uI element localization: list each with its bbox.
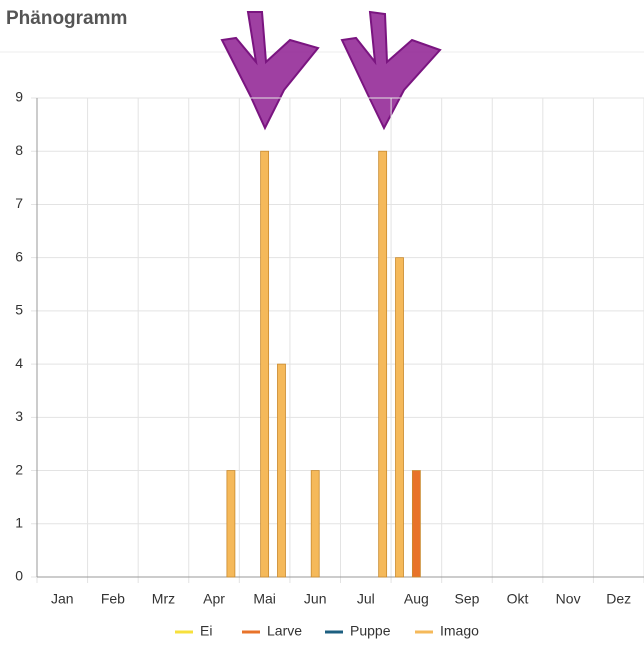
x-tick-label: Jul (357, 591, 375, 607)
x-tick-label: Aug (404, 591, 429, 607)
y-tick-label: 9 (15, 89, 23, 105)
y-tick-label: 1 (15, 514, 23, 530)
bar (379, 151, 387, 577)
y-tick-label: 5 (15, 302, 23, 318)
x-tick-label: Feb (101, 591, 125, 607)
chart: Phänogramm 0 1 2 3 4 5 6 7 8 9 Jan Feb Mrz Apr Mai Jun J… (0, 0, 644, 645)
decoration-arrows (222, 12, 440, 128)
legend-label: Ei (200, 623, 212, 639)
y-tick-label: 0 (15, 568, 23, 584)
bar (311, 471, 319, 577)
y-tick-label: 3 (15, 408, 23, 424)
y-tick-label: 2 (15, 461, 23, 477)
legend-label: Larve (267, 623, 302, 639)
y-tick-label: 6 (15, 248, 23, 264)
x-tick-label: Mai (253, 591, 276, 607)
bar (277, 364, 285, 577)
x-tick-label: Jun (304, 591, 327, 607)
x-tick-label: Dez (606, 591, 631, 607)
bar (396, 258, 404, 577)
bar (227, 471, 235, 577)
x-tick-label: Apr (203, 591, 225, 607)
x-tick-label: Mrz (152, 591, 175, 607)
x-tick-label: Sep (454, 591, 479, 607)
legend-label: Puppe (350, 623, 391, 639)
y-tick-label: 4 (15, 355, 23, 371)
x-tick-label: Jan (51, 591, 74, 607)
x-tick-label: Nov (556, 591, 581, 607)
legend-label: Imago (440, 623, 479, 639)
y-tick-label: 8 (15, 142, 23, 158)
bar (412, 471, 420, 577)
y-tick-label: 7 (15, 195, 23, 211)
x-tick-label: Okt (507, 591, 529, 607)
bar (261, 151, 269, 577)
chart-title: Phänogramm (6, 8, 127, 29)
